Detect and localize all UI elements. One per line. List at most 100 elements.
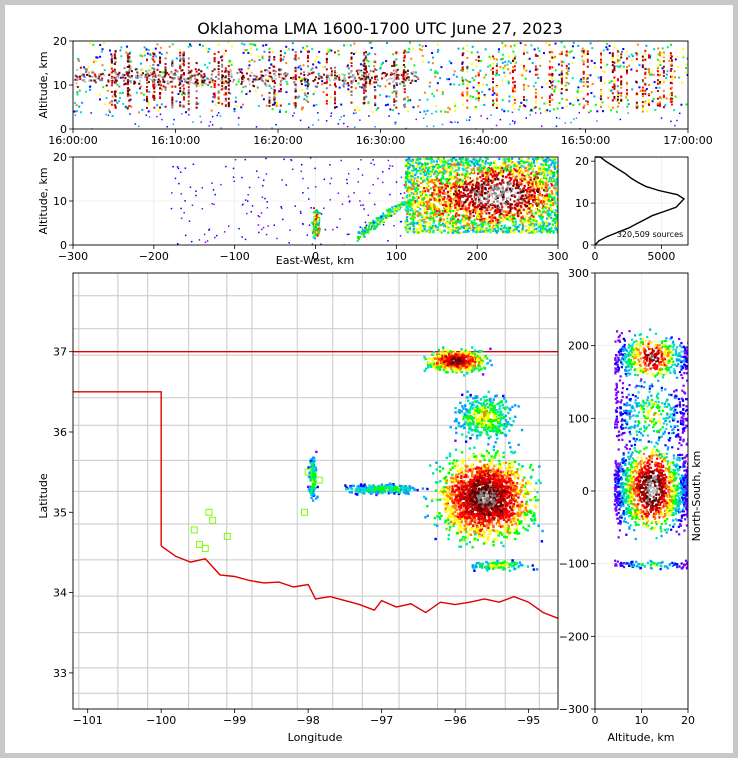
density-cell bbox=[522, 104, 525, 107]
density-cell bbox=[317, 72, 320, 75]
density-cell bbox=[502, 181, 505, 184]
density-cell bbox=[474, 187, 478, 190]
density-cell bbox=[367, 60, 370, 63]
density-cell bbox=[78, 88, 81, 91]
density-cell bbox=[300, 79, 303, 82]
density-cell bbox=[458, 214, 461, 217]
density-cell bbox=[464, 228, 467, 231]
density-cell bbox=[363, 92, 366, 95]
density-cell bbox=[430, 162, 433, 165]
density-cell bbox=[365, 59, 368, 62]
density-cell bbox=[251, 84, 254, 87]
density-cell bbox=[325, 68, 328, 71]
density-cell bbox=[141, 68, 144, 71]
density-cell bbox=[149, 78, 152, 81]
density-cell bbox=[501, 42, 504, 45]
density-cell bbox=[395, 90, 398, 93]
density-cell bbox=[429, 68, 432, 71]
density-cell bbox=[361, 77, 364, 80]
density-cell bbox=[647, 54, 650, 57]
density-cell bbox=[430, 178, 433, 182]
density-cell bbox=[543, 170, 546, 174]
density-cell bbox=[417, 211, 420, 214]
density-cell bbox=[121, 91, 124, 94]
density-cell bbox=[395, 106, 398, 109]
density-cell bbox=[127, 71, 130, 74]
density-cell bbox=[600, 54, 603, 57]
density-cell bbox=[449, 121, 452, 123]
density-cell bbox=[475, 65, 478, 68]
density-cell bbox=[402, 59, 405, 62]
density-cell bbox=[406, 206, 409, 209]
density-cell bbox=[483, 210, 486, 213]
density-cell bbox=[496, 204, 499, 207]
density-cell bbox=[411, 198, 415, 201]
density-cell bbox=[415, 75, 418, 78]
density-cell bbox=[363, 87, 366, 90]
density-cell bbox=[461, 69, 464, 72]
density-cell bbox=[449, 158, 453, 161]
density-cell bbox=[423, 227, 426, 230]
density-cell bbox=[528, 207, 531, 210]
density-cell bbox=[681, 81, 684, 84]
density-cell bbox=[432, 231, 435, 234]
density-cell bbox=[529, 223, 532, 226]
density-cell bbox=[254, 44, 257, 47]
density-cell bbox=[487, 175, 490, 178]
density-cell bbox=[504, 44, 507, 47]
density-cell bbox=[497, 178, 500, 181]
density-cell bbox=[386, 103, 389, 106]
density-cell bbox=[335, 72, 338, 75]
density-cell bbox=[483, 103, 486, 106]
density-cell bbox=[489, 169, 492, 173]
density-cell bbox=[471, 200, 475, 203]
density-cell bbox=[262, 44, 265, 47]
density-cell bbox=[363, 79, 366, 82]
density-cell bbox=[221, 59, 224, 62]
density-cell bbox=[474, 184, 478, 188]
density-cell bbox=[513, 206, 516, 209]
density-cell bbox=[314, 76, 317, 79]
density-cell bbox=[148, 64, 151, 67]
density-cell bbox=[113, 53, 116, 56]
density-cell bbox=[551, 191, 554, 194]
density-cell bbox=[405, 209, 408, 213]
density-cell bbox=[242, 76, 245, 79]
density-cell bbox=[516, 186, 520, 190]
density-cell bbox=[491, 219, 494, 223]
density-cell bbox=[134, 81, 137, 84]
density-cell bbox=[183, 93, 186, 96]
density-cell bbox=[649, 73, 652, 76]
density-cell bbox=[110, 76, 113, 79]
density-cell bbox=[466, 70, 469, 73]
density-cell bbox=[437, 171, 440, 175]
density-cell bbox=[458, 166, 461, 170]
alt_time-xtick-label: 17:00:00 bbox=[663, 134, 712, 147]
density-cell bbox=[365, 80, 368, 83]
density-cell bbox=[182, 104, 185, 107]
density-cell bbox=[486, 117, 489, 120]
density-cell bbox=[508, 226, 511, 230]
density-cell bbox=[500, 202, 503, 205]
density-cell bbox=[268, 57, 271, 60]
density-cell bbox=[510, 203, 514, 206]
density-cell bbox=[422, 218, 425, 221]
density-cell bbox=[650, 71, 653, 74]
altitude-time-panel: Altitude, km 16:00:00 16:10:00 16:20:00 16:… bbox=[37, 35, 713, 147]
density-cell bbox=[438, 186, 441, 189]
density-cell bbox=[221, 76, 224, 79]
density-cell bbox=[181, 69, 184, 72]
density-cell bbox=[389, 73, 392, 76]
density-cell bbox=[201, 44, 204, 47]
density-cell bbox=[554, 227, 558, 230]
density-cell bbox=[455, 75, 458, 78]
density-cell bbox=[548, 231, 551, 234]
density-cell bbox=[350, 52, 353, 55]
density-cell bbox=[616, 59, 619, 62]
density-cell bbox=[459, 231, 462, 234]
density-cell bbox=[362, 83, 365, 86]
density-cell bbox=[554, 172, 557, 175]
density-cell bbox=[622, 61, 625, 64]
density-cell bbox=[523, 203, 527, 207]
density-cell bbox=[616, 98, 619, 101]
